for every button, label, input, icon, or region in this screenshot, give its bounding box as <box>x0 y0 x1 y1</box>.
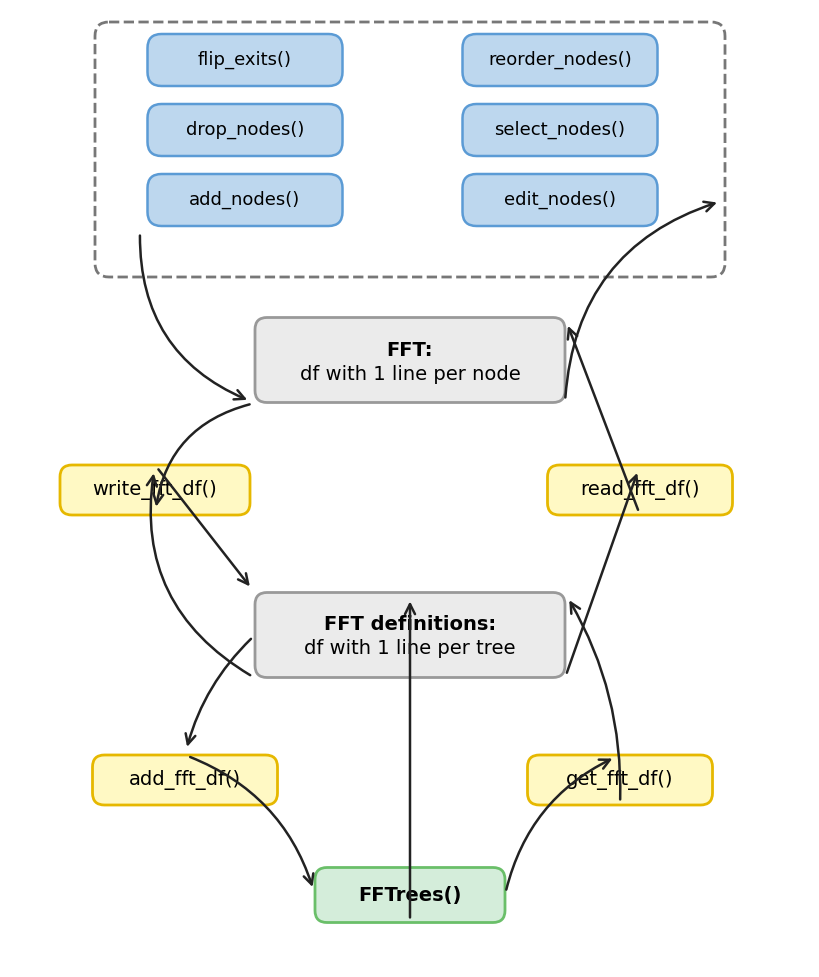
FancyBboxPatch shape <box>255 592 564 677</box>
FancyBboxPatch shape <box>547 465 731 515</box>
FancyBboxPatch shape <box>462 104 657 156</box>
Text: edit_nodes(): edit_nodes() <box>504 191 615 209</box>
Text: FFT definitions:: FFT definitions: <box>324 616 495 634</box>
Text: read_fft_df(): read_fft_df() <box>580 480 699 500</box>
FancyBboxPatch shape <box>147 174 342 226</box>
FancyBboxPatch shape <box>527 755 712 805</box>
Text: write_fft_df(): write_fft_df() <box>93 480 217 500</box>
FancyBboxPatch shape <box>147 34 342 86</box>
FancyBboxPatch shape <box>462 34 657 86</box>
Text: select_nodes(): select_nodes() <box>494 121 625 139</box>
FancyBboxPatch shape <box>314 868 505 922</box>
FancyBboxPatch shape <box>95 22 724 277</box>
Text: FFT:: FFT: <box>387 341 432 360</box>
FancyBboxPatch shape <box>147 104 342 156</box>
Text: FFTrees(): FFTrees() <box>358 885 461 905</box>
Text: flip_exits(): flip_exits() <box>197 51 292 69</box>
Text: drop_nodes(): drop_nodes() <box>186 121 304 139</box>
Text: df with 1 line per tree: df with 1 line per tree <box>304 640 515 658</box>
Text: reorder_nodes(): reorder_nodes() <box>487 51 631 69</box>
Text: df with 1 line per node: df with 1 line per node <box>299 364 520 384</box>
Text: get_fft_df(): get_fft_df() <box>566 770 673 790</box>
FancyBboxPatch shape <box>60 465 250 515</box>
FancyBboxPatch shape <box>255 318 564 403</box>
FancyBboxPatch shape <box>462 174 657 226</box>
Text: add_nodes(): add_nodes() <box>189 191 301 209</box>
FancyBboxPatch shape <box>93 755 277 805</box>
Text: add_fft_df(): add_fft_df() <box>129 770 241 790</box>
